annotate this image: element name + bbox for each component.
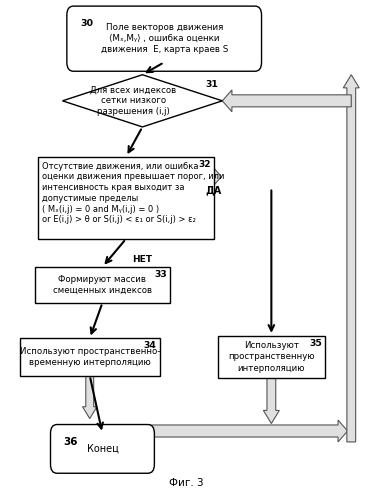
Polygon shape <box>343 74 359 442</box>
Polygon shape <box>106 420 348 442</box>
Text: Фиг. 3: Фиг. 3 <box>169 478 203 488</box>
Text: Конец: Конец <box>86 444 118 454</box>
Text: Используют пространственно-
временную интерполяцию: Используют пространственно- временную ин… <box>20 347 160 367</box>
Text: 36: 36 <box>63 438 78 448</box>
FancyBboxPatch shape <box>67 6 262 71</box>
Bar <box>38 157 214 239</box>
Bar <box>20 338 160 376</box>
Polygon shape <box>62 74 222 127</box>
Text: Отсутствие движения, или ошибка
оценки движения превышает порог, или
интенсивнос: Отсутствие движения, или ошибка оценки д… <box>42 162 225 224</box>
Text: 30: 30 <box>80 19 93 28</box>
Text: Используют
пространственную
интерполяцию: Используют пространственную интерполяцию <box>228 342 315 372</box>
Text: Формируют массив
смещенных индексов: Формируют массив смещенных индексов <box>53 275 152 295</box>
Text: 32: 32 <box>199 160 211 169</box>
Bar <box>35 267 170 302</box>
Bar <box>218 336 325 378</box>
Text: ДА: ДА <box>205 186 221 196</box>
Text: 31: 31 <box>206 80 219 88</box>
Text: НЕТ: НЕТ <box>132 256 152 264</box>
FancyBboxPatch shape <box>51 424 154 474</box>
Text: 35: 35 <box>309 339 322 348</box>
Polygon shape <box>83 376 97 418</box>
Text: 33: 33 <box>154 270 167 279</box>
Text: Для всех индексов
сетки низкого
разрешения (i,j): Для всех индексов сетки низкого разрешен… <box>90 85 176 116</box>
Text: 34: 34 <box>144 341 157 350</box>
Text: Поле векторов движения
⟨Mₓ,Mᵧ⟩ , ошибка оценки
движения  E, карта краев S: Поле векторов движения ⟨Mₓ,Mᵧ⟩ , ошибка … <box>100 23 228 54</box>
Polygon shape <box>212 166 221 188</box>
Polygon shape <box>222 90 351 112</box>
Polygon shape <box>263 378 279 424</box>
